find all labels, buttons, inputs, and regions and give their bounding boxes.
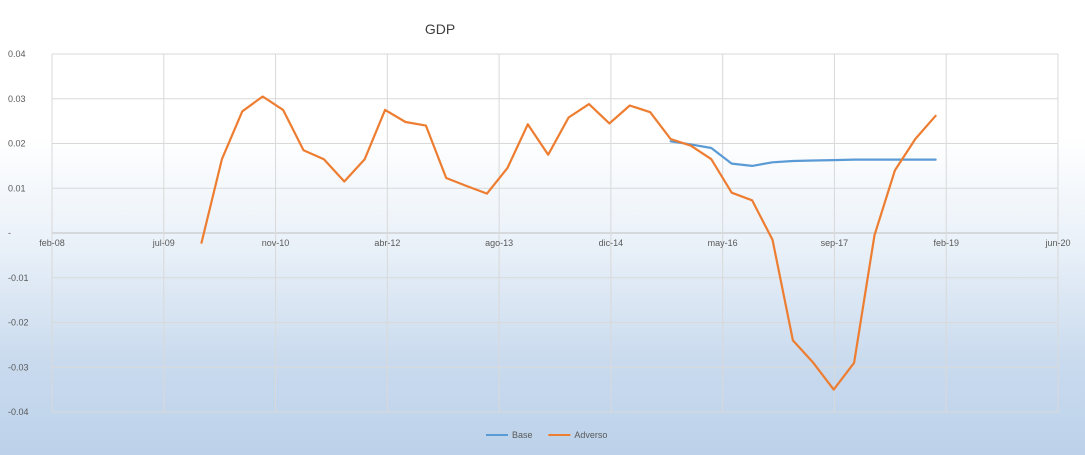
x-tick-label: feb-19	[933, 238, 959, 248]
chart-title: GDP	[425, 21, 455, 37]
y-tick-label: -	[8, 228, 11, 238]
y-axis-ticks: 0.04 0.03 0.02 0.01 - -0.01 -0.02 -0.03 -0.04	[8, 49, 29, 417]
x-tick-label: feb-08	[39, 238, 65, 248]
x-tick-label: jul-09	[152, 238, 175, 248]
series-line-adverso	[200, 95, 937, 391]
y-tick-label: -0.02	[8, 318, 29, 328]
y-tick-label: 0.04	[8, 49, 26, 59]
x-tick-label: ago-13	[485, 238, 513, 248]
x-tick-label: may-16	[708, 238, 738, 248]
legend-label: Base	[512, 430, 533, 440]
legend: Base Adverso	[486, 430, 607, 440]
x-tick-label: jun-20	[1044, 238, 1070, 248]
y-tick-label: -0.03	[8, 362, 29, 372]
series-lines	[200, 95, 937, 391]
y-tick-label: 0.01	[8, 183, 26, 193]
series-line-base	[669, 140, 937, 167]
grid-lines	[51, 53, 1059, 413]
legend-label: Adverso	[574, 430, 607, 440]
x-tick-label: dic-14	[599, 238, 624, 248]
x-tick-label: abr-12	[374, 238, 400, 248]
y-tick-label: 0.03	[8, 94, 26, 104]
x-tick-label: nov-10	[262, 238, 290, 248]
y-tick-label: -0.01	[8, 273, 29, 283]
y-tick-label: -0.04	[8, 407, 29, 417]
x-axis-ticks: feb-08 jul-09 nov-10 abr-12 ago-13 dic-14 may-…	[39, 238, 1070, 248]
y-tick-label: 0.02	[8, 139, 26, 149]
x-tick-label: sep-17	[821, 238, 849, 248]
